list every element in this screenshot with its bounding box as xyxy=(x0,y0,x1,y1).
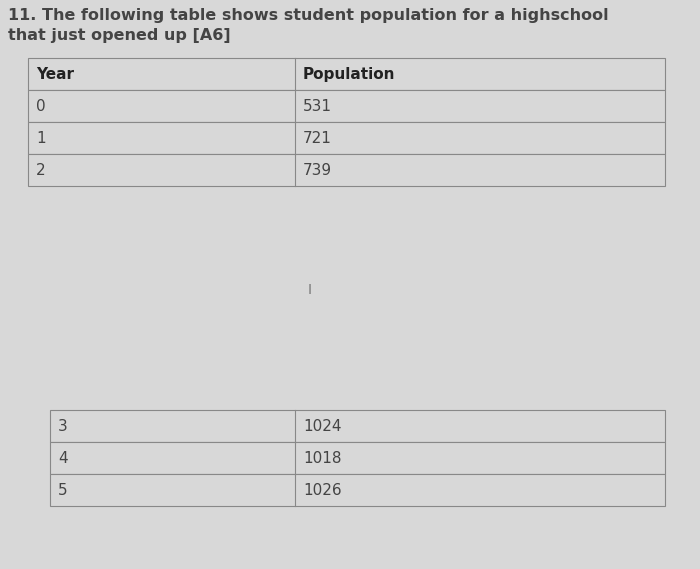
Bar xyxy=(50,410,665,442)
Text: I: I xyxy=(308,283,312,297)
Bar xyxy=(28,154,665,186)
Bar xyxy=(28,122,665,154)
Text: 721: 721 xyxy=(303,130,332,146)
Bar xyxy=(50,474,665,506)
Text: Population: Population xyxy=(303,67,396,81)
Text: Year: Year xyxy=(36,67,74,81)
Text: 5: 5 xyxy=(58,483,68,497)
Text: 1: 1 xyxy=(36,130,46,146)
Bar xyxy=(28,58,665,90)
Bar xyxy=(28,90,665,122)
Text: 531: 531 xyxy=(303,98,332,113)
Text: 0: 0 xyxy=(36,98,46,113)
Text: 4: 4 xyxy=(58,451,68,465)
Text: 2: 2 xyxy=(36,163,46,178)
Text: 1024: 1024 xyxy=(303,419,342,434)
Text: 739: 739 xyxy=(303,163,332,178)
Bar xyxy=(50,442,665,474)
Text: 11. The following table shows student population for a highschool: 11. The following table shows student po… xyxy=(8,8,608,23)
Text: that just opened up [A6]: that just opened up [A6] xyxy=(8,28,230,43)
Text: 1026: 1026 xyxy=(303,483,342,497)
Text: 3: 3 xyxy=(58,419,68,434)
Text: 1018: 1018 xyxy=(303,451,342,465)
